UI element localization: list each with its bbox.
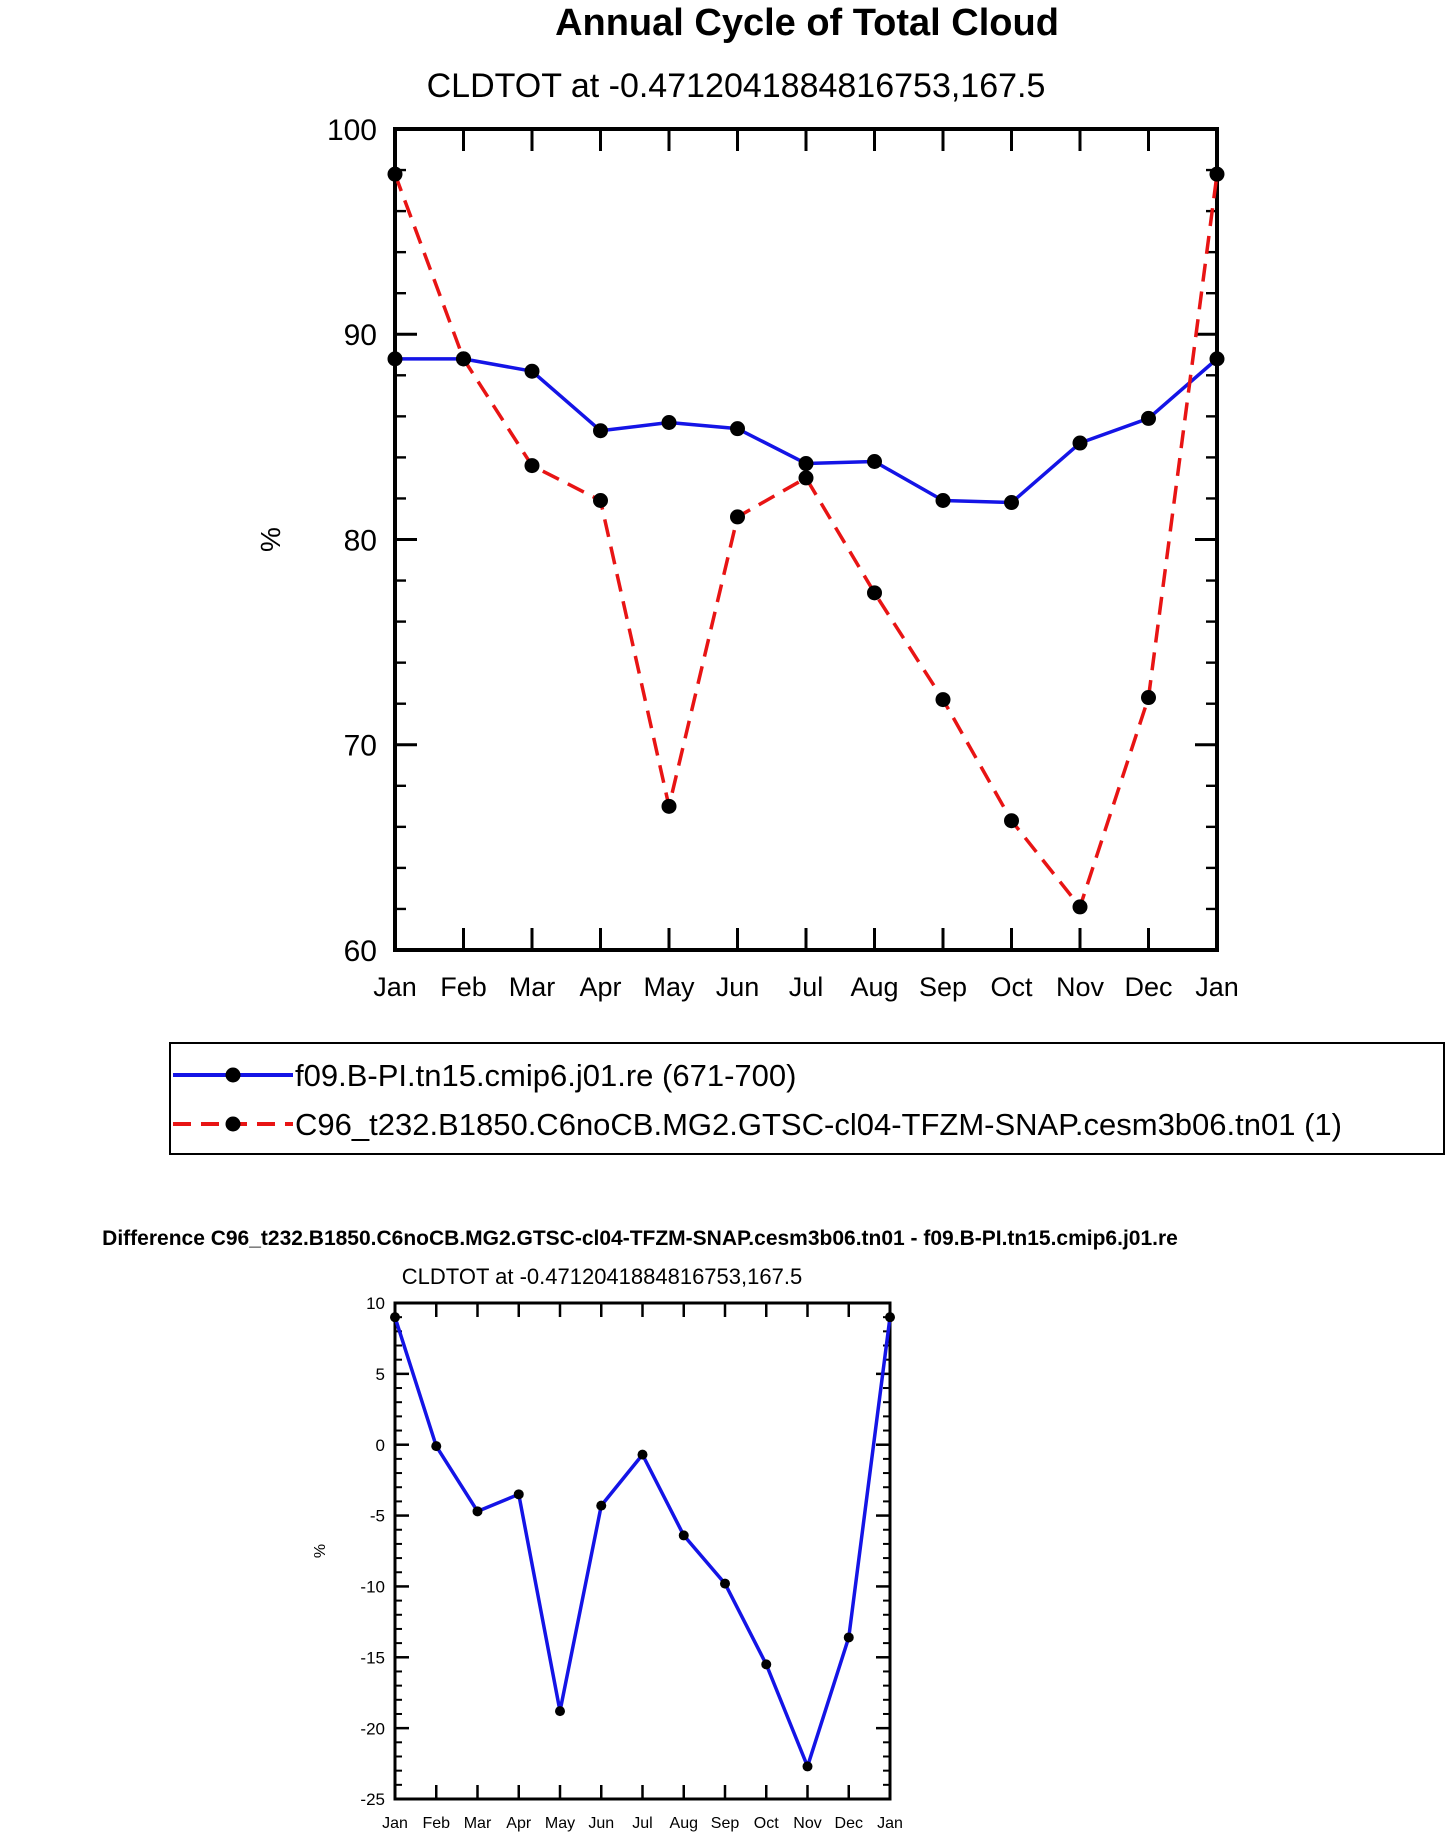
x-tick-label: Mar — [509, 972, 556, 1002]
x-tick-label: Jul — [632, 1815, 652, 1832]
chart1-legend: f09.B-PI.tn15.cmip6.j01.re (671-700) C96_… — [169, 1042, 1445, 1155]
series-2-point — [456, 351, 471, 367]
series-1-point — [637, 1449, 648, 1460]
chart1-title: Annual Cycle of Total Cloud — [555, 2, 1059, 44]
series-1-point — [596, 1500, 607, 1511]
y-tick-label: 0 — [376, 1436, 385, 1455]
series-2-point — [730, 509, 745, 525]
x-tick-label: Jan — [1195, 972, 1239, 1002]
y-axis-label: % — [255, 527, 286, 552]
series-1-point — [555, 1706, 565, 1717]
chart1-subtitle: CLDTOT at -0.4712041884816753,167.5 — [427, 67, 1046, 105]
series-2-point — [524, 458, 540, 474]
series-2-point — [798, 470, 814, 486]
y-tick-label: 80 — [344, 524, 377, 557]
y-axis-label: % — [312, 1544, 329, 1558]
chart1-plot: 60 70 80 90 100 Jan Feb Mar Apr May Jun Jul Aug Sep Oc… — [255, 114, 1239, 1002]
legend-label-1: f09.B-PI.tn15.cmip6.j01.re (671-700) — [295, 1058, 796, 1093]
x-tick-label: Feb — [440, 972, 487, 1002]
x-tick-label: Mar — [464, 1815, 492, 1832]
x-tick-label: Jan — [382, 1815, 408, 1832]
x-tick-label: May — [643, 972, 695, 1002]
x-tick-label: Jan — [373, 972, 417, 1002]
legend-box — [169, 1042, 1445, 1155]
series-1-point — [730, 421, 745, 437]
legend-marker-1 — [225, 1067, 241, 1083]
x-tick-label: Nov — [1056, 972, 1105, 1002]
series-2-point — [1209, 166, 1225, 182]
x-tick-label: Oct — [990, 972, 1033, 1002]
series-1-point — [1004, 495, 1019, 511]
series-1-point — [678, 1530, 689, 1541]
x-tick-label: Jun — [588, 1815, 614, 1832]
y-tick-label: 100 — [327, 114, 377, 147]
y-tick-label: -15 — [360, 1648, 385, 1667]
x-tick-label: Nov — [793, 1815, 821, 1832]
series-1-point — [593, 423, 608, 439]
series-1-point — [661, 415, 677, 431]
series-1-point — [802, 1761, 813, 1772]
series-2-point — [593, 493, 608, 509]
y-tick-label: -5 — [370, 1507, 385, 1526]
series-2-point — [661, 798, 677, 814]
series-1-point — [867, 454, 882, 470]
series-1-point — [1209, 351, 1225, 367]
series-1-point — [885, 1312, 895, 1323]
y-tick-label: -10 — [360, 1578, 385, 1597]
x-tick-label: Jul — [789, 972, 824, 1002]
chart2-subtitle: CLDTOT at -0.4712041884816753,167.5 — [402, 1264, 802, 1289]
y-tick-label: 5 — [376, 1365, 385, 1384]
y-tick-label: 10 — [366, 1294, 385, 1313]
series-1-point — [1072, 435, 1088, 451]
x-tick-label: Oct — [754, 1815, 779, 1832]
chart2-title: Difference C96_t232.B1850.C6noCB.MG2.GTS… — [102, 1227, 1178, 1250]
x-tick-label: Sep — [919, 972, 967, 1002]
series-1-point — [387, 351, 403, 367]
x-tick-label: May — [545, 1815, 575, 1832]
y-tick-label: -25 — [360, 1790, 385, 1809]
series-2-point — [867, 585, 882, 601]
series-line-2 — [393, 173, 1219, 909]
x-tick-label: Apr — [506, 1815, 532, 1832]
legend-marker-2 — [225, 1116, 241, 1132]
x-tick-label: Dec — [835, 1815, 863, 1832]
series-1-point — [1141, 410, 1156, 426]
x-tick-label: Aug — [850, 972, 898, 1002]
series-2-point — [935, 692, 951, 708]
x-tick-label: Feb — [422, 1815, 450, 1832]
y-tick-label: 60 — [344, 935, 377, 968]
chart2-plot: -25 -20 -15 -10 -5 0 5 10 Jan Feb Mar Apr May Jun Jul A… — [312, 1294, 903, 1832]
series-1-point — [513, 1489, 524, 1500]
series-1-point — [472, 1506, 483, 1517]
series-1-point — [524, 363, 540, 379]
series-2-point — [1004, 813, 1019, 829]
legend-label-2: C96_t232.B1850.C6noCB.MG2.GTSC-cl04-TFZM… — [295, 1107, 1342, 1142]
plot-frame — [393, 127, 1219, 952]
x-tick-label: Sep — [711, 1815, 740, 1832]
series-1-point — [935, 493, 951, 509]
x-tick-label: Aug — [670, 1815, 698, 1832]
x-tick-label: Apr — [579, 972, 621, 1002]
series-1-point — [798, 456, 814, 472]
x-tick-label: Jan — [877, 1815, 903, 1832]
series-2-point — [387, 166, 403, 182]
y-tick-label: -20 — [360, 1719, 385, 1738]
x-tick-label: Jun — [716, 972, 760, 1002]
y-tick-label: 70 — [344, 730, 377, 763]
series-1-point — [843, 1632, 854, 1643]
series-1-point — [761, 1659, 772, 1670]
plot-frame — [393, 1301, 892, 1801]
series-1-point — [390, 1312, 400, 1323]
x-tick-label: Dec — [1124, 972, 1172, 1002]
series-2-point — [1072, 899, 1088, 915]
y-tick-label: 90 — [344, 319, 377, 352]
series-1-point — [720, 1578, 730, 1589]
series-line-1 — [393, 1316, 892, 1769]
series-1-point — [431, 1441, 442, 1452]
series-2-point — [1141, 690, 1156, 706]
